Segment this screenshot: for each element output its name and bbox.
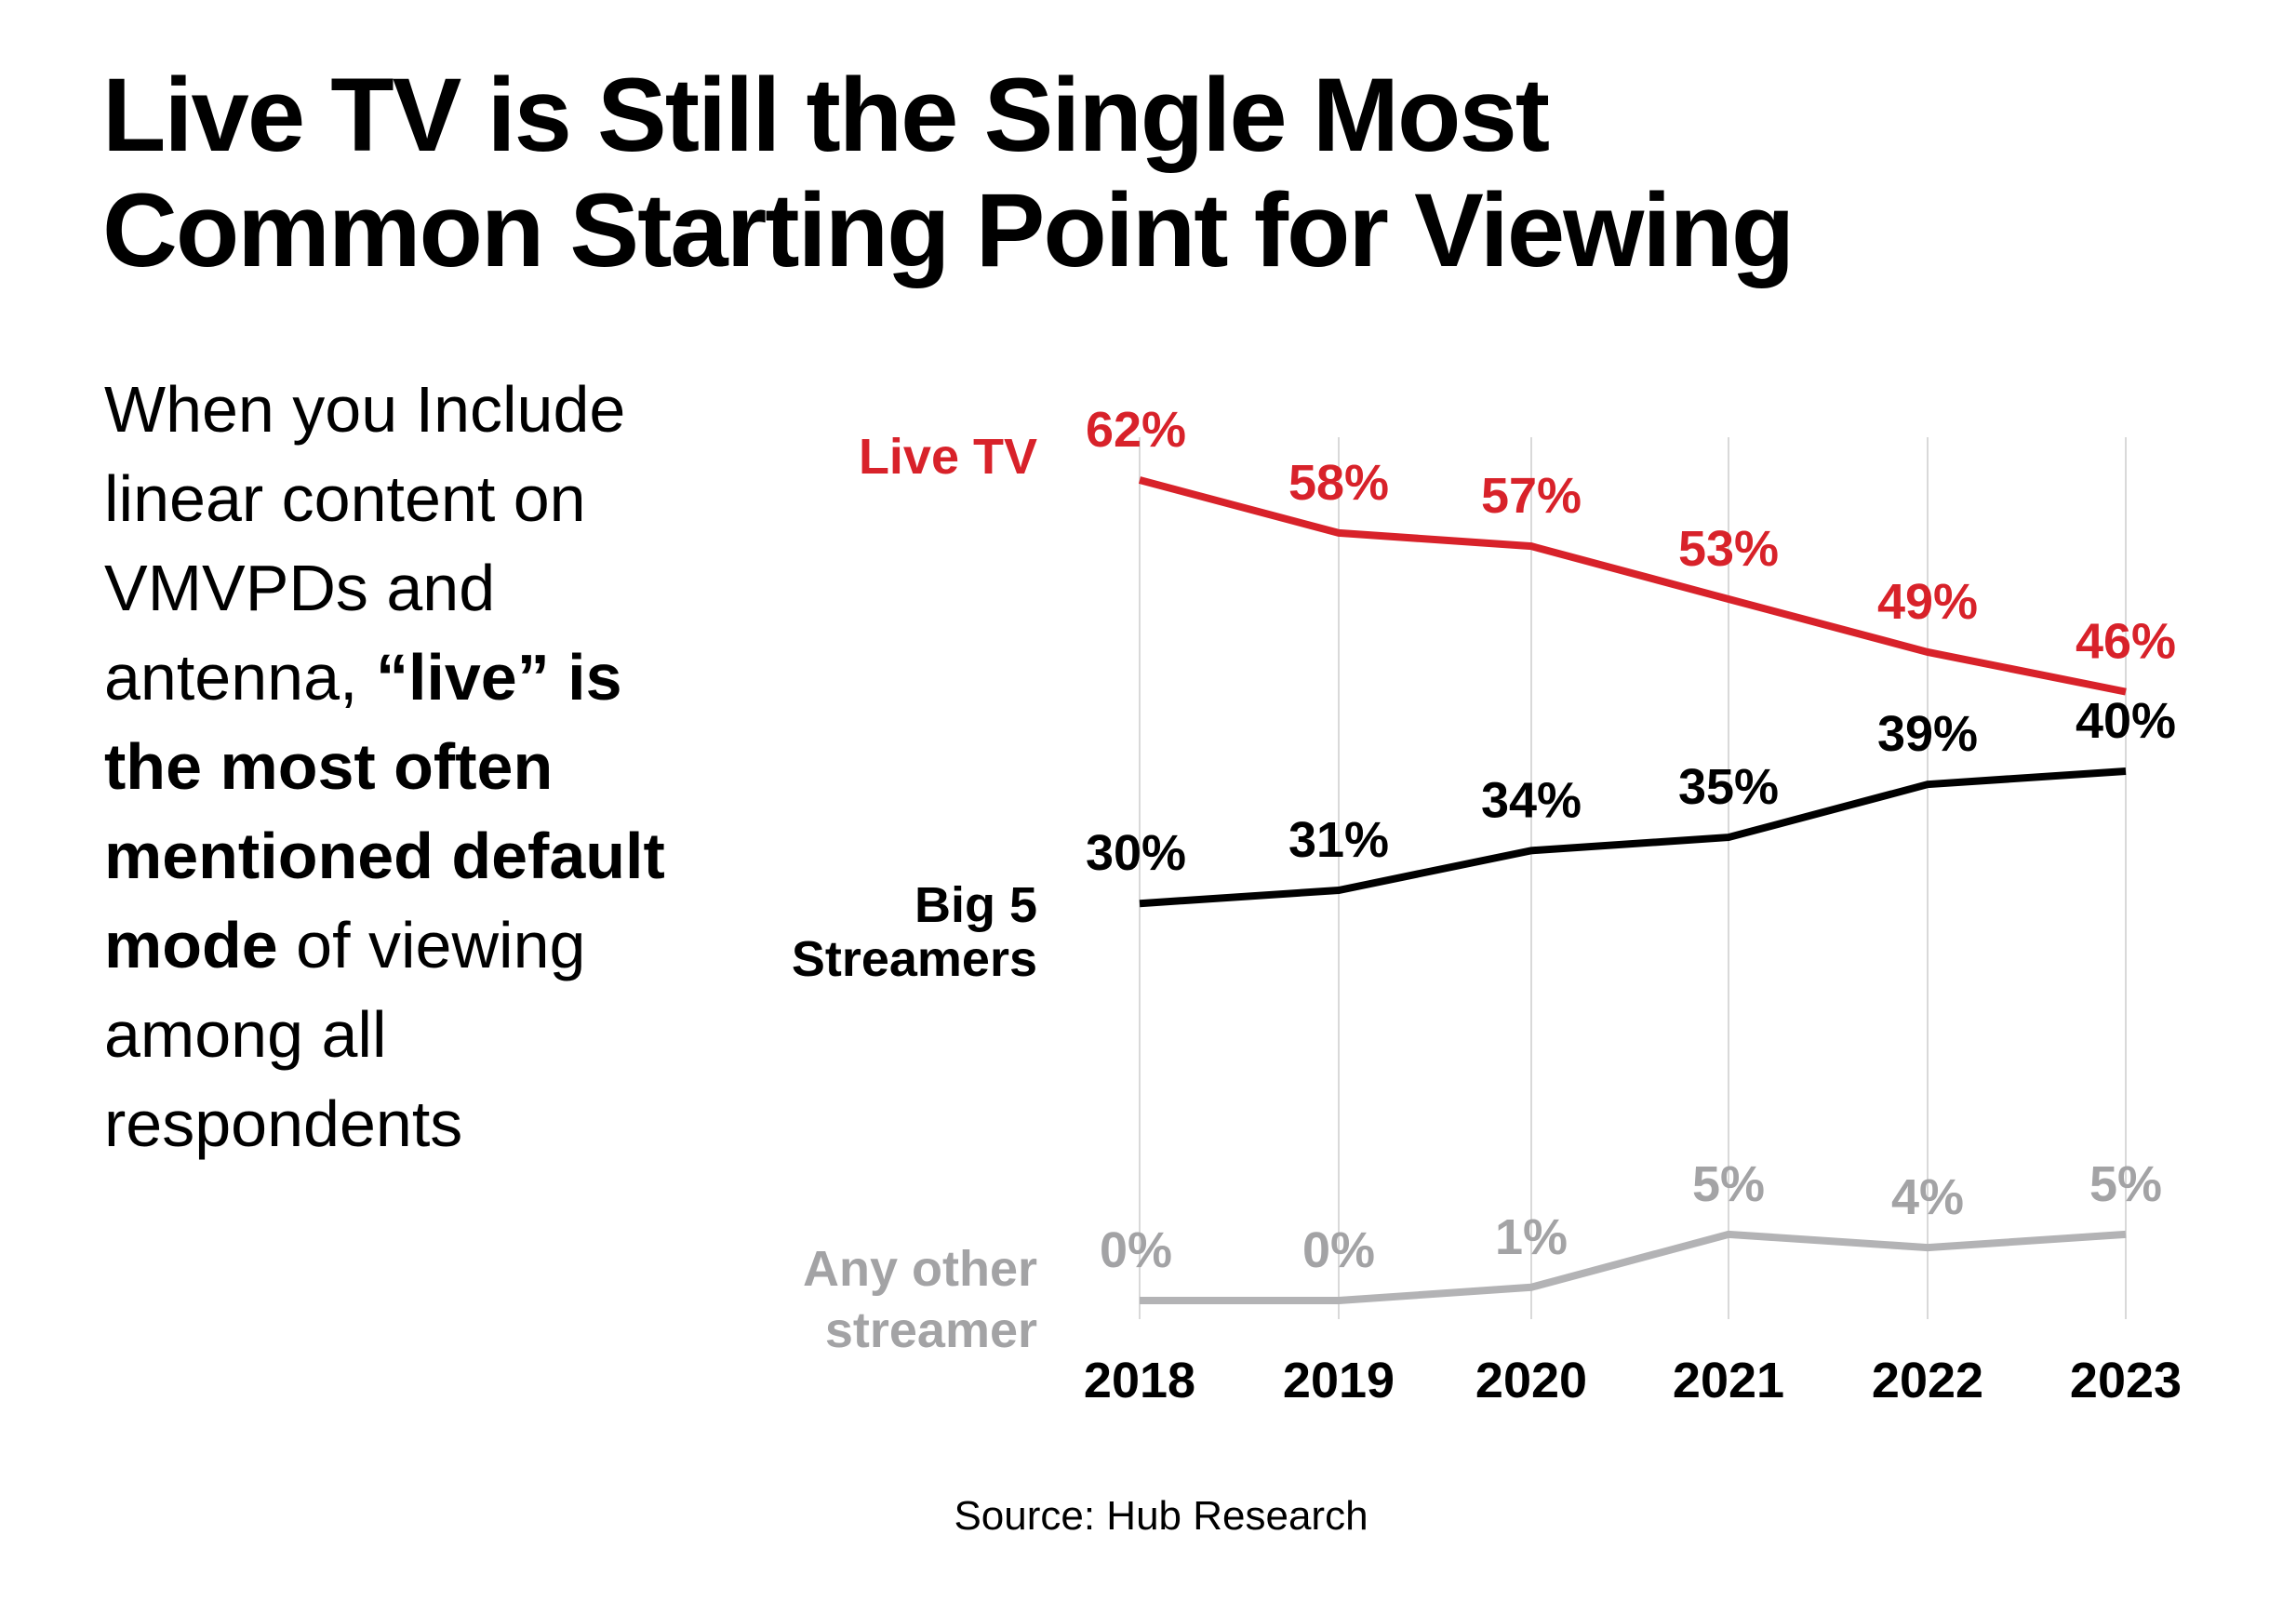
data-label: 5%	[1692, 1156, 1765, 1212]
data-label: 5%	[2089, 1156, 2162, 1212]
data-label: 46%	[2076, 614, 2176, 670]
series-line	[1140, 1230, 2127, 1304]
x-tick-label: 2021	[1673, 1353, 1784, 1408]
x-tick-label: 2018	[1084, 1353, 1195, 1408]
data-label: 53%	[1678, 521, 1779, 577]
x-tick-label: 2022	[1872, 1353, 1983, 1408]
title-line-1: Live TV is Still the Single Most	[102, 57, 1550, 173]
data-label: 0%	[1100, 1222, 1172, 1278]
data-label: 30%	[1086, 825, 1186, 881]
data-label: 40%	[2076, 693, 2176, 749]
source-note: Source: Hub Research	[954, 1493, 1368, 1539]
x-tick-label: 2023	[2070, 1353, 2182, 1408]
data-label: 39%	[1877, 706, 1978, 762]
x-tick-label: 2020	[1475, 1353, 1587, 1408]
data-label: 31%	[1288, 812, 1389, 868]
series-label: streamer	[825, 1302, 1037, 1358]
data-label: 34%	[1481, 772, 1582, 828]
description: When you Include linear content on VMVPD…	[104, 365, 700, 1168]
data-label: 1%	[1495, 1209, 1568, 1265]
data-label: 58%	[1288, 455, 1389, 511]
x-tick-label: 2019	[1283, 1353, 1395, 1408]
title-line-2: Common Starting Point for Viewing	[102, 172, 1795, 288]
series-label: Any other	[803, 1241, 1037, 1297]
data-label: 4%	[1891, 1169, 1964, 1225]
series-line	[1139, 767, 2127, 908]
data-label: 49%	[1877, 574, 1978, 630]
data-label: 0%	[1302, 1222, 1375, 1278]
series-line	[1138, 476, 2127, 696]
chart-title: Live TV is Still the Single Most Common …	[102, 57, 1795, 288]
description-emphasis: “live” is the most often mentioned defau…	[104, 641, 665, 981]
series-label: Streamers	[792, 931, 1037, 987]
description-part: When you Include linear content on VMVPD…	[104, 373, 626, 714]
series-label: Live TV	[859, 429, 1037, 485]
series-label: Big 5	[914, 877, 1037, 933]
data-label: 35%	[1678, 759, 1779, 815]
data-label: 57%	[1481, 468, 1582, 524]
data-label: 62%	[1086, 402, 1186, 458]
description-part: of viewing among all respondents	[104, 909, 586, 1160]
